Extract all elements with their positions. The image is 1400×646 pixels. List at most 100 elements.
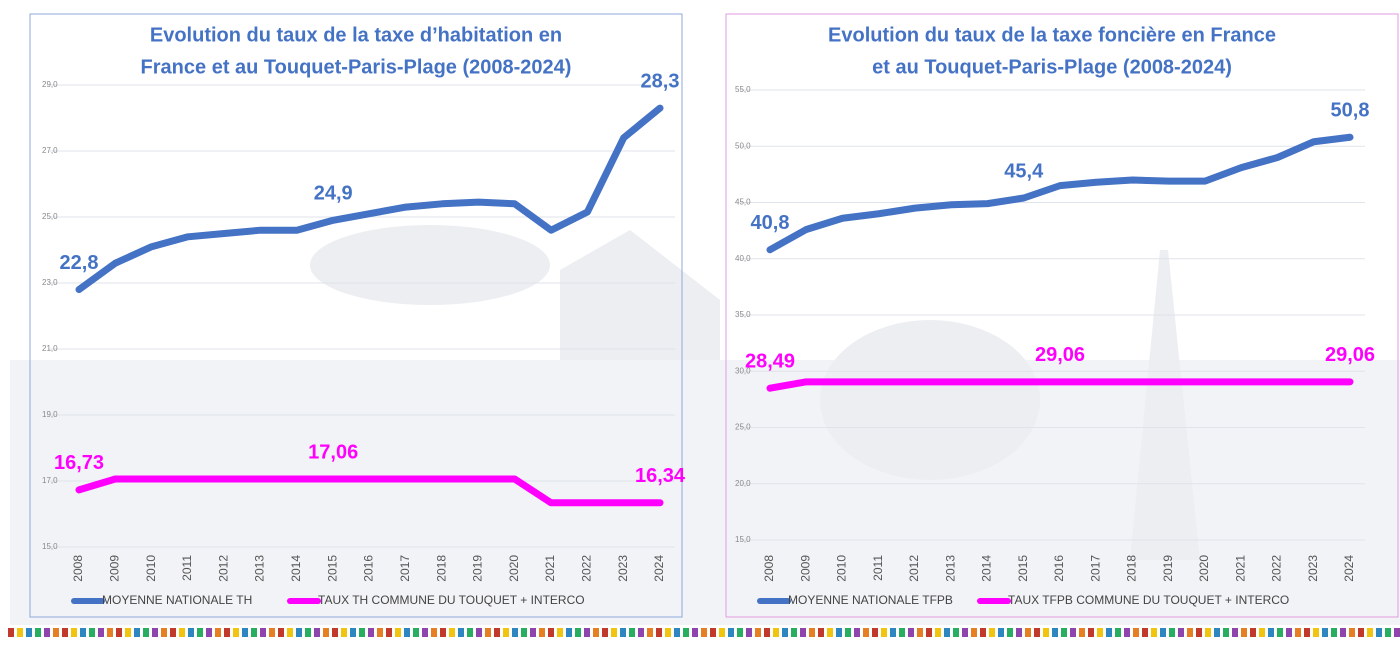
strip-tile — [1016, 628, 1022, 637]
value-label: 16,34 — [635, 465, 686, 487]
x-tick-label: 2022 — [580, 555, 594, 582]
strip-tile — [251, 628, 257, 637]
x-tick-label: 2011 — [871, 555, 885, 581]
strip-tile — [836, 628, 842, 637]
strip-tile — [935, 628, 941, 637]
x-tick-label: 2018 — [1125, 555, 1139, 582]
strip-tile — [494, 628, 500, 637]
x-tick-label: 2012 — [216, 555, 230, 582]
strip-tile — [548, 628, 554, 637]
strip-tile — [575, 628, 581, 637]
x-tick-label: 2016 — [362, 555, 376, 582]
strip-tile — [1133, 628, 1139, 637]
strip-tile — [782, 628, 788, 637]
strip-tile — [638, 628, 644, 637]
strip-tile — [953, 628, 959, 637]
strip-tile — [620, 628, 626, 637]
y-tick-label: 50,0 — [735, 141, 751, 150]
strip-tile — [674, 628, 680, 637]
x-tick-label: 2017 — [1088, 555, 1102, 582]
strip-tile — [260, 628, 266, 637]
strip-tile — [449, 628, 455, 637]
x-tick-label: 2020 — [507, 555, 521, 582]
x-tick-label: 2009 — [798, 555, 812, 582]
strip-tile — [1223, 628, 1229, 637]
strip-tile — [899, 628, 905, 637]
x-tick-label: 2023 — [616, 555, 630, 582]
x-tick-label: 2008 — [762, 555, 776, 582]
data-line — [766, 133, 1354, 254]
strip-tile — [98, 628, 104, 637]
strip-tile — [152, 628, 158, 637]
x-tick-label: 2013 — [943, 555, 957, 582]
strip-tile — [971, 628, 977, 637]
strip-tile — [1295, 628, 1301, 637]
strip-tile — [1178, 628, 1184, 637]
strip-tile — [305, 628, 311, 637]
strip-tile — [584, 628, 590, 637]
x-tick-label: 2021 — [1233, 555, 1247, 582]
value-label: 16,73 — [54, 452, 104, 474]
strip-tile — [1241, 628, 1247, 637]
strip-tile — [125, 628, 131, 637]
x-tick-label: 2014 — [980, 555, 994, 582]
strip-tile — [1106, 628, 1112, 637]
strip-tile — [476, 628, 482, 637]
y-tick-label: 21,0 — [42, 344, 58, 353]
panel-border — [725, 13, 1399, 618]
strip-tile — [1268, 628, 1274, 637]
strip-tile — [512, 628, 518, 637]
strip-tile — [422, 628, 428, 637]
y-tick-label: 27,0 — [42, 146, 58, 155]
strip-tile — [1007, 628, 1013, 637]
strip-tile — [377, 628, 383, 637]
y-tick-label: 30,0 — [735, 366, 751, 375]
strip-tile — [26, 628, 32, 637]
strip-tile — [1250, 628, 1256, 637]
x-tick-label: 2016 — [1052, 555, 1066, 582]
value-label: 28,49 — [745, 351, 795, 373]
strip-tile — [80, 628, 86, 637]
y-tick-label: 55,0 — [735, 85, 751, 94]
strip-tile — [35, 628, 41, 637]
strip-tile — [602, 628, 608, 637]
strip-tile — [656, 628, 662, 637]
x-tick-label: 2015 — [325, 555, 339, 582]
value-label: 28,3 — [641, 70, 680, 92]
y-tick-label: 25,0 — [42, 212, 58, 221]
strip-tile — [593, 628, 599, 637]
strip-tile — [1367, 628, 1373, 637]
x-tick-label: 2017 — [398, 555, 412, 582]
value-label: 29,06 — [1325, 344, 1375, 366]
strip-tile — [1349, 628, 1355, 637]
strip-tile — [206, 628, 212, 637]
strip-tile — [827, 628, 833, 637]
strip-tile — [665, 628, 671, 637]
strip-tile — [1151, 628, 1157, 637]
value-label: 29,06 — [1035, 344, 1085, 366]
x-tick-label: 2019 — [1161, 555, 1175, 582]
chart-title: Evolution du taux de la taxe foncière en… — [828, 24, 1276, 46]
strip-tile — [1376, 628, 1382, 637]
strip-tile — [143, 628, 149, 637]
strip-tile — [197, 628, 203, 637]
strip-tile — [764, 628, 770, 637]
value-label: 50,8 — [1331, 100, 1370, 122]
x-tick-label: 2010 — [835, 555, 849, 582]
strip-tile — [413, 628, 419, 637]
strip-tile — [242, 628, 248, 637]
strip-tile — [1205, 628, 1211, 637]
strip-tile — [962, 628, 968, 637]
strip-tile — [1124, 628, 1130, 637]
strip-tile — [1169, 628, 1175, 637]
strip-tile — [62, 628, 68, 637]
strip-tile — [8, 628, 14, 637]
decorative-strip — [8, 628, 1400, 637]
strip-tile — [755, 628, 761, 637]
strip-tile — [368, 628, 374, 637]
y-tick-label: 23,0 — [42, 278, 58, 287]
legend-label: MOYENNE NATIONALE TH — [102, 593, 252, 607]
strip-tile — [386, 628, 392, 637]
x-tick-label: 2011 — [180, 555, 194, 581]
strip-tile — [1331, 628, 1337, 637]
